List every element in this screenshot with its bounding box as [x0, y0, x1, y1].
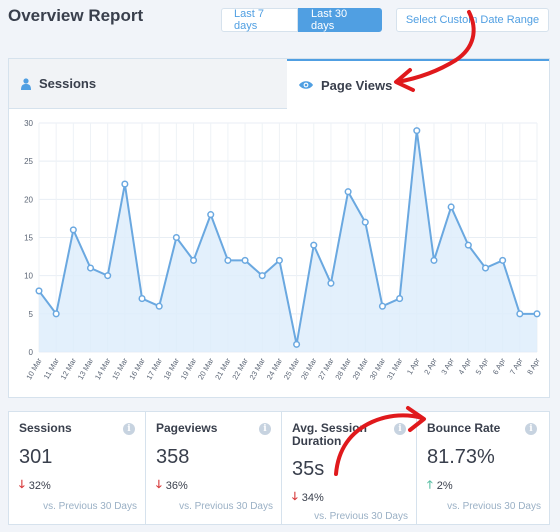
stats-panel: Sessions i 301 🡓 32% vs. Previous 30 Day… [8, 411, 550, 525]
data-point [104, 272, 112, 280]
stat-value: 35s [292, 458, 325, 480]
stat-label: Avg. Session Duration [292, 421, 367, 448]
x-tick-label: 10 Mar [24, 356, 44, 381]
report-header: Overview Report Last 7 days Last 30 days… [0, 0, 560, 44]
person-icon [21, 77, 31, 90]
data-point [310, 241, 318, 249]
date-range-group: Last 7 days Last 30 days [221, 8, 382, 32]
last-30-days-button[interactable]: Last 30 days [298, 8, 382, 32]
data-point [172, 233, 180, 242]
data-point [378, 302, 386, 310]
x-tick-label: 7 Apr [508, 356, 525, 376]
data-point [86, 264, 95, 272]
data-point [430, 256, 438, 264]
stat-avg-session-duration: Avg. Session Duration i 35s 🡓 34% vs. Pr… [282, 412, 417, 524]
info-icon[interactable]: i [259, 423, 271, 435]
down-arrow-icon: 🡓 [19, 479, 25, 491]
down-arrow-icon: 🡓 [156, 479, 162, 491]
stat-label: Sessions [19, 421, 72, 435]
x-tick-label: 5 Apr [474, 356, 491, 376]
custom-date-range-button[interactable]: Select Custom Date Range [396, 8, 549, 32]
chart-panel: Sessions Page Views 0 5 10 15 20 25 30 10 Mar 11… [8, 58, 550, 398]
last-7-days-button[interactable]: Last 7 days [221, 8, 298, 32]
stat-change: 🡓 34% [292, 488, 324, 507]
data-point [69, 226, 77, 234]
y-tick-label: 20 [24, 195, 33, 204]
stat-change: 🡓 36% [156, 476, 188, 495]
down-arrow-icon: 🡓 [292, 491, 298, 503]
stat-bounce-rate: Bounce Rate i 81.73% 🡑 2% vs. Previous 3… [417, 412, 549, 524]
page-title: Overview Report [8, 6, 144, 25]
data-point [207, 211, 215, 219]
x-tick-label: 1 Apr [405, 356, 422, 376]
stat-compare: vs. Previous 30 Days [314, 511, 408, 522]
stat-change: 🡓 32% [19, 476, 51, 495]
tab-page-views[interactable]: Page Views [287, 59, 549, 109]
stat-change-value: 34% [301, 491, 324, 504]
y-tick-label: 25 [24, 157, 33, 166]
series-area [39, 130, 537, 352]
data-point [190, 256, 198, 264]
data-point [413, 127, 421, 135]
data-point [275, 256, 283, 264]
y-tick-label: 0 [29, 348, 34, 357]
eye-icon [299, 80, 313, 90]
data-point [258, 272, 266, 280]
data-point [447, 203, 455, 211]
stat-change-value: 2% [436, 479, 453, 492]
data-point [224, 256, 232, 264]
data-point [499, 256, 507, 264]
y-tick-label: 15 [24, 234, 33, 243]
info-icon[interactable]: i [394, 423, 406, 435]
data-point [35, 287, 43, 295]
data-point [533, 310, 541, 318]
x-tick-label: 2 Apr [422, 356, 439, 376]
data-point [155, 302, 163, 310]
x-tick-label: 6 Apr [491, 356, 508, 376]
data-point [52, 310, 60, 318]
data-point [361, 218, 369, 226]
info-icon[interactable]: i [525, 423, 537, 435]
data-point [344, 188, 352, 196]
tab-sessions[interactable]: Sessions [9, 59, 287, 109]
data-point [293, 340, 301, 348]
tab-page-views-label: Page Views [321, 77, 393, 93]
data-point [516, 310, 524, 318]
y-tick-label: 10 [24, 272, 33, 281]
stat-label: Pageviews [156, 421, 218, 435]
data-point [138, 295, 146, 303]
data-point [396, 295, 404, 303]
y-tick-label: 5 [29, 310, 34, 319]
stat-value: 81.73% [427, 446, 495, 468]
x-tick-label: 31 Mar [385, 356, 405, 381]
x-tick-label: 3 Apr [439, 356, 456, 376]
stat-value: 358 [156, 446, 190, 468]
stat-pageviews: Pageviews i 358 🡓 36% vs. Previous 30 Da… [146, 412, 282, 524]
tab-sessions-label: Sessions [39, 76, 97, 91]
data-point [464, 241, 472, 249]
stat-compare: vs. Previous 30 Days [447, 501, 541, 512]
y-tick-label: 30 [24, 119, 33, 128]
data-point [327, 279, 335, 287]
stat-sessions: Sessions i 301 🡓 32% vs. Previous 30 Day… [9, 412, 146, 524]
series-line [38, 130, 537, 345]
data-point [481, 264, 490, 272]
stat-change-value: 36% [165, 479, 188, 492]
up-arrow-icon: 🡑 [427, 479, 433, 491]
x-tick-label: 8 Apr [525, 356, 542, 376]
stat-value: 301 [19, 446, 53, 468]
data-point [121, 180, 129, 188]
stat-change-value: 32% [28, 479, 51, 492]
stat-change: 🡑 2% [427, 476, 453, 495]
stat-compare: vs. Previous 30 Days [43, 501, 137, 512]
x-tick-label: 4 Apr [456, 356, 473, 376]
stat-compare: vs. Previous 30 Days [179, 501, 273, 512]
info-icon[interactable]: i [123, 423, 135, 435]
metric-tabs: Sessions Page Views [9, 59, 549, 109]
stat-label: Bounce Rate [427, 421, 501, 435]
data-point [241, 256, 249, 264]
